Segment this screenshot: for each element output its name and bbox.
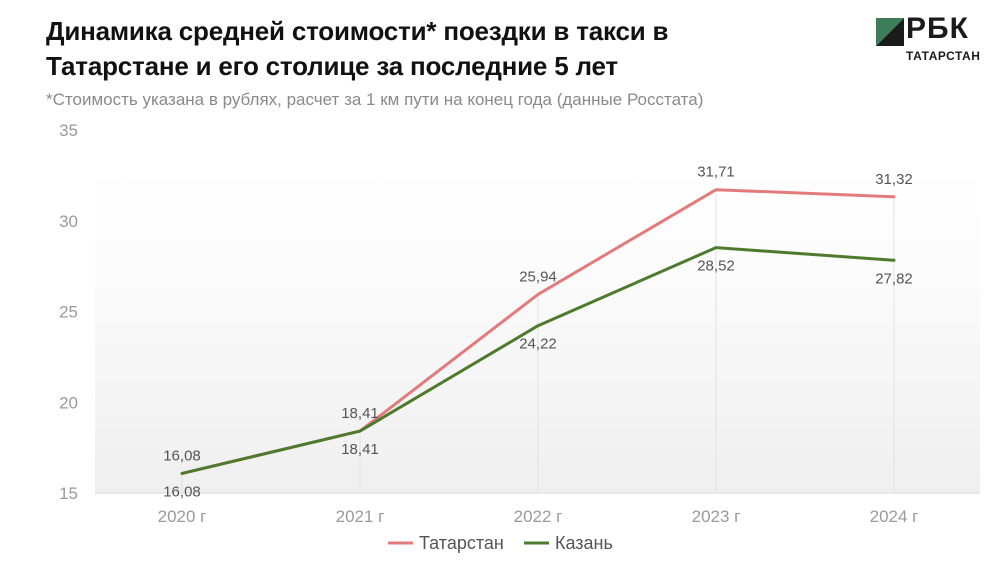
legend-label: Татарстан [419, 533, 504, 553]
y-tick-label: 30 [59, 212, 78, 231]
data-label: 24,22 [519, 336, 557, 353]
rbc-logo-text: РБК [906, 12, 969, 45]
y-tick-label: 15 [59, 484, 78, 503]
data-label: 27,82 [875, 270, 913, 287]
data-label: 18,41 [341, 441, 379, 458]
x-tick-label: 2022 г [514, 507, 563, 526]
x-tick-label: 2024 г [870, 507, 919, 526]
rbc-logo-mark-icon [876, 18, 904, 46]
data-label: 16,08 [163, 447, 201, 464]
series-line-kazan [180, 246, 896, 475]
data-label: 16,08 [163, 483, 201, 500]
x-tick-label: 2020 г [158, 507, 207, 526]
data-label: 25,94 [519, 268, 557, 285]
chart-title-line-1: Динамика средней стоимости* поездки в та… [46, 16, 669, 46]
legend-label: Казань [555, 533, 613, 553]
chart-title-line-2: Татарстане и его столице за последние 5 … [46, 51, 618, 81]
y-tick-label: 35 [59, 121, 78, 140]
data-label: 28,52 [697, 258, 735, 275]
x-tick-label: 2021 г [336, 507, 385, 526]
rbc-logo: РБК ТАТАРСТАН [876, 12, 986, 66]
data-label: 31,32 [875, 171, 913, 188]
data-label: 31,71 [697, 164, 735, 181]
y-tick-label: 20 [59, 393, 78, 412]
rbc-logo-subtext: ТАТАРСТАН [906, 49, 981, 63]
chart-title: Динамика средней стоимости* поездки в та… [46, 14, 846, 84]
data-label: 18,41 [341, 405, 379, 422]
x-tick-label: 2023 г [692, 507, 741, 526]
chart-subtitle: *Стоимость указана в рублях, расчет за 1… [46, 90, 704, 109]
y-tick-label: 25 [59, 303, 78, 322]
